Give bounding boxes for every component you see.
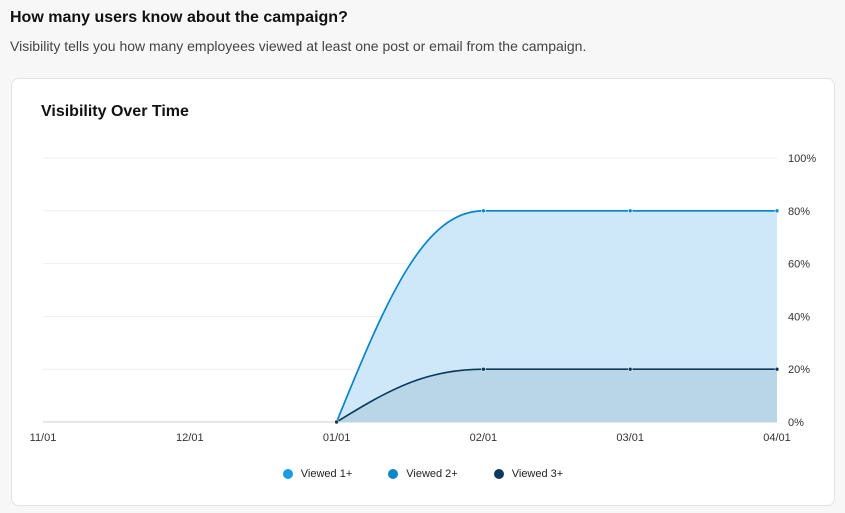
y-tick-label: 80% — [788, 206, 810, 218]
data-point — [481, 208, 486, 214]
visibility-chart: 0% 20% 40% 60% 80% 100% 11/01 12/01 01/01 02/01 03… — [30, 153, 817, 444]
legend-item[interactable]: Viewed 3+ — [493, 468, 564, 480]
legend-item[interactable]: Viewed 1+ — [282, 468, 353, 480]
y-tick-label: 20% — [788, 364, 810, 376]
x-tick-label: 01/01 — [323, 432, 351, 444]
series-line — [336, 368, 777, 423]
legend-item[interactable]: Viewed 2+ — [388, 468, 458, 480]
page-subheading: Visibility tells you how many employees … — [10, 38, 587, 54]
data-point — [627, 208, 633, 214]
y-tick-label: 40% — [788, 311, 810, 323]
chart-legend: Viewed 1+ Viewed 2+ Viewed 3+ — [12, 468, 834, 480]
chart-card: Visibility Over Time 0% 20% 40% 60% 80% 100% 1… — [11, 78, 835, 506]
x-tick-label: 11/01 — [30, 432, 57, 444]
y-tick-label: 100% — [788, 153, 816, 165]
legend-swatch — [388, 469, 399, 479]
page-heading: How many users know about the campaign? — [10, 9, 348, 26]
chart-title: Visibility Over Time — [41, 103, 189, 120]
x-tick-label: 04/01 — [763, 432, 791, 444]
legend-swatch — [282, 469, 293, 479]
data-point — [627, 366, 633, 372]
data-point — [774, 366, 780, 372]
legend-label: Viewed 1+ — [300, 468, 353, 480]
x-tick-label: 03/01 — [616, 432, 644, 444]
legend-label: Viewed 2+ — [406, 468, 458, 480]
x-tick-label: 12/01 — [176, 432, 204, 444]
y-tick-label: 0% — [788, 417, 804, 429]
series-area — [336, 369, 777, 422]
legend-label: Viewed 3+ — [511, 468, 564, 480]
legend-swatch — [493, 469, 504, 479]
data-point — [774, 208, 780, 214]
data-point — [481, 366, 486, 372]
y-tick-label: 60% — [788, 259, 810, 271]
x-tick-label: 02/01 — [470, 432, 498, 444]
series-line — [335, 209, 778, 423]
data-point — [334, 419, 339, 425]
